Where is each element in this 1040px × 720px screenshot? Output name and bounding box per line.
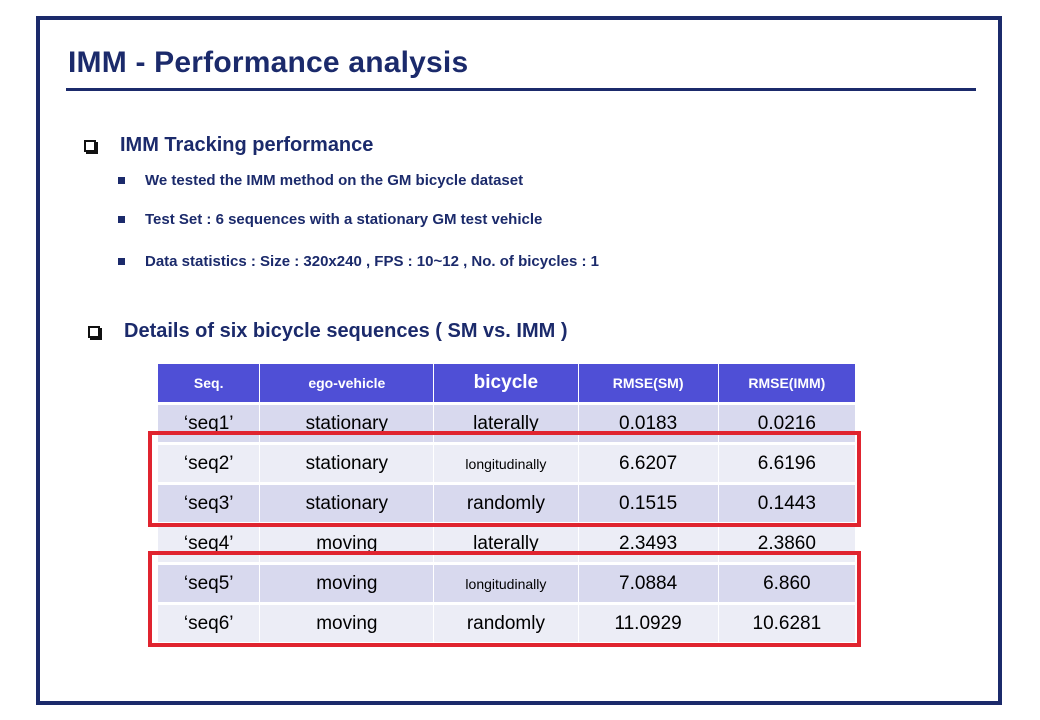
- cell-seq: ‘seq1’: [158, 402, 261, 444]
- cell-bicycle: longitudinally: [433, 442, 579, 484]
- cell-seq: ‘seq2’: [158, 442, 261, 484]
- table-row: ‘seq4’ moving laterally 2.3493 2.3860: [158, 522, 855, 564]
- cell-ego-vehicle: stationary: [259, 442, 435, 484]
- cell-rmse-sm: 7.0884: [578, 562, 719, 604]
- cell-rmse-imm: 10.6281: [718, 602, 855, 642]
- bullet-text: Data statistics : Size : 320x240 , FPS :…: [145, 253, 599, 270]
- table-row: ‘seq2’ stationary longitudinally 6.6207 …: [158, 442, 855, 484]
- cell-rmse-sm: 0.0183: [578, 402, 719, 444]
- checkbox-bullet-icon: [88, 325, 100, 338]
- table-row: ‘seq6’ moving randomly 11.0929 10.6281: [158, 602, 855, 642]
- section-tracking-performance: IMM Tracking performance: [84, 134, 373, 157]
- table-header-row: Seq. ego-vehicle bicycle RMSE(SM) RMSE(I…: [158, 364, 855, 404]
- cell-bicycle: randomly: [433, 602, 579, 642]
- bullet-text: We tested the IMM method on the GM bicyc…: [145, 172, 524, 189]
- square-bullet-icon: [118, 216, 125, 223]
- square-bullet-icon: [118, 258, 125, 265]
- checkbox-bullet-icon: [84, 139, 96, 152]
- cell-bicycle: randomly: [433, 482, 579, 524]
- cell-ego-vehicle: moving: [259, 522, 435, 564]
- sequence-table: Seq. ego-vehicle bicycle RMSE(SM) RMSE(I…: [158, 364, 855, 642]
- cell-rmse-imm: 0.0216: [718, 402, 855, 444]
- cell-rmse-sm: 2.3493: [578, 522, 719, 564]
- bullet-item: Data statistics : Size : 320x240 , FPS :…: [118, 253, 599, 270]
- cell-ego-vehicle: moving: [259, 602, 435, 642]
- bullet-item: Test Set : 6 sequences with a stationary…: [118, 211, 542, 228]
- cell-bicycle: longitudinally: [433, 562, 579, 604]
- table-row: ‘seq1’ stationary laterally 0.0183 0.021…: [158, 402, 855, 444]
- section-heading: IMM Tracking performance: [120, 134, 374, 156]
- cell-rmse-imm: 6.860: [718, 562, 855, 604]
- header-seq: Seq.: [158, 364, 261, 404]
- cell-seq: ‘seq3’: [158, 482, 261, 524]
- header-bicycle: bicycle: [433, 364, 579, 404]
- title-underline: [66, 88, 976, 91]
- bullet-item: We tested the IMM method on the GM bicyc…: [118, 172, 523, 189]
- slide-title: IMM - Performance analysis: [68, 46, 469, 79]
- table-row: ‘seq5’ moving longitudinally 7.0884 6.86…: [158, 562, 855, 604]
- header-rmse-imm: RMSE(IMM): [718, 364, 855, 404]
- square-bullet-icon: [118, 177, 125, 184]
- cell-rmse-sm: 11.0929: [578, 602, 719, 642]
- cell-rmse-imm: 6.6196: [718, 442, 855, 484]
- cell-ego-vehicle: moving: [259, 562, 435, 604]
- cell-rmse-imm: 0.1443: [718, 482, 855, 524]
- slide-frame: [36, 16, 1002, 705]
- header-ego-vehicle: ego-vehicle: [259, 364, 435, 404]
- cell-rmse-imm: 2.3860: [718, 522, 855, 564]
- cell-rmse-sm: 0.1515: [578, 482, 719, 524]
- cell-seq: ‘seq5’: [158, 562, 261, 604]
- header-rmse-sm: RMSE(SM): [578, 364, 719, 404]
- cell-rmse-sm: 6.6207: [578, 442, 719, 484]
- section-heading: Details of six bicycle sequences ( SM vs…: [124, 320, 568, 342]
- bullet-text: Test Set : 6 sequences with a stationary…: [145, 211, 543, 228]
- cell-bicycle: laterally: [433, 522, 579, 564]
- cell-ego-vehicle: stationary: [259, 482, 435, 524]
- cell-ego-vehicle: stationary: [259, 402, 435, 444]
- section-sequence-details: Details of six bicycle sequences ( SM vs…: [88, 320, 568, 343]
- cell-seq: ‘seq4’: [158, 522, 261, 564]
- table-row: ‘seq3’ stationary randomly 0.1515 0.1443: [158, 482, 855, 524]
- cell-seq: ‘seq6’: [158, 602, 261, 642]
- cell-bicycle: laterally: [433, 402, 579, 444]
